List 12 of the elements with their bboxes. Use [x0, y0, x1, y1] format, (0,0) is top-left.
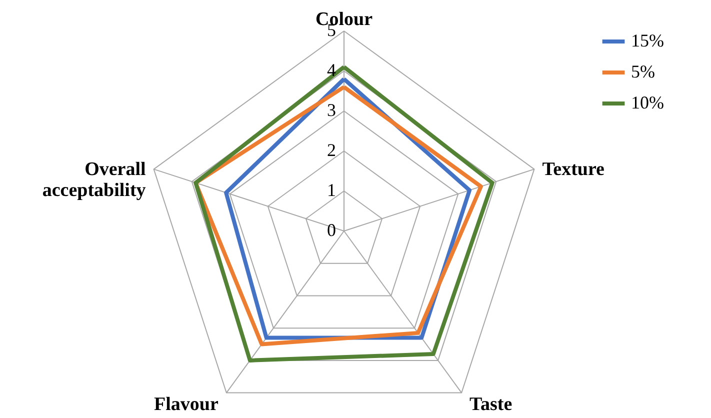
spoke-label: Flavour — [154, 394, 220, 415]
spoke-label: Texture — [542, 159, 604, 180]
y-tick-label: 4 — [327, 60, 336, 80]
y-tick-label: 0 — [327, 220, 336, 240]
y-tick-label: 1 — [327, 180, 336, 200]
legend-label: 5% — [631, 62, 655, 82]
legend-label: 15% — [631, 30, 664, 50]
spoke-label: Taste — [470, 394, 512, 415]
y-tick-label: 2 — [327, 140, 336, 160]
spoke-label: Overall acceptability — [42, 159, 146, 202]
y-tick-label: 3 — [327, 100, 336, 120]
legend-label: 10% — [631, 92, 664, 112]
